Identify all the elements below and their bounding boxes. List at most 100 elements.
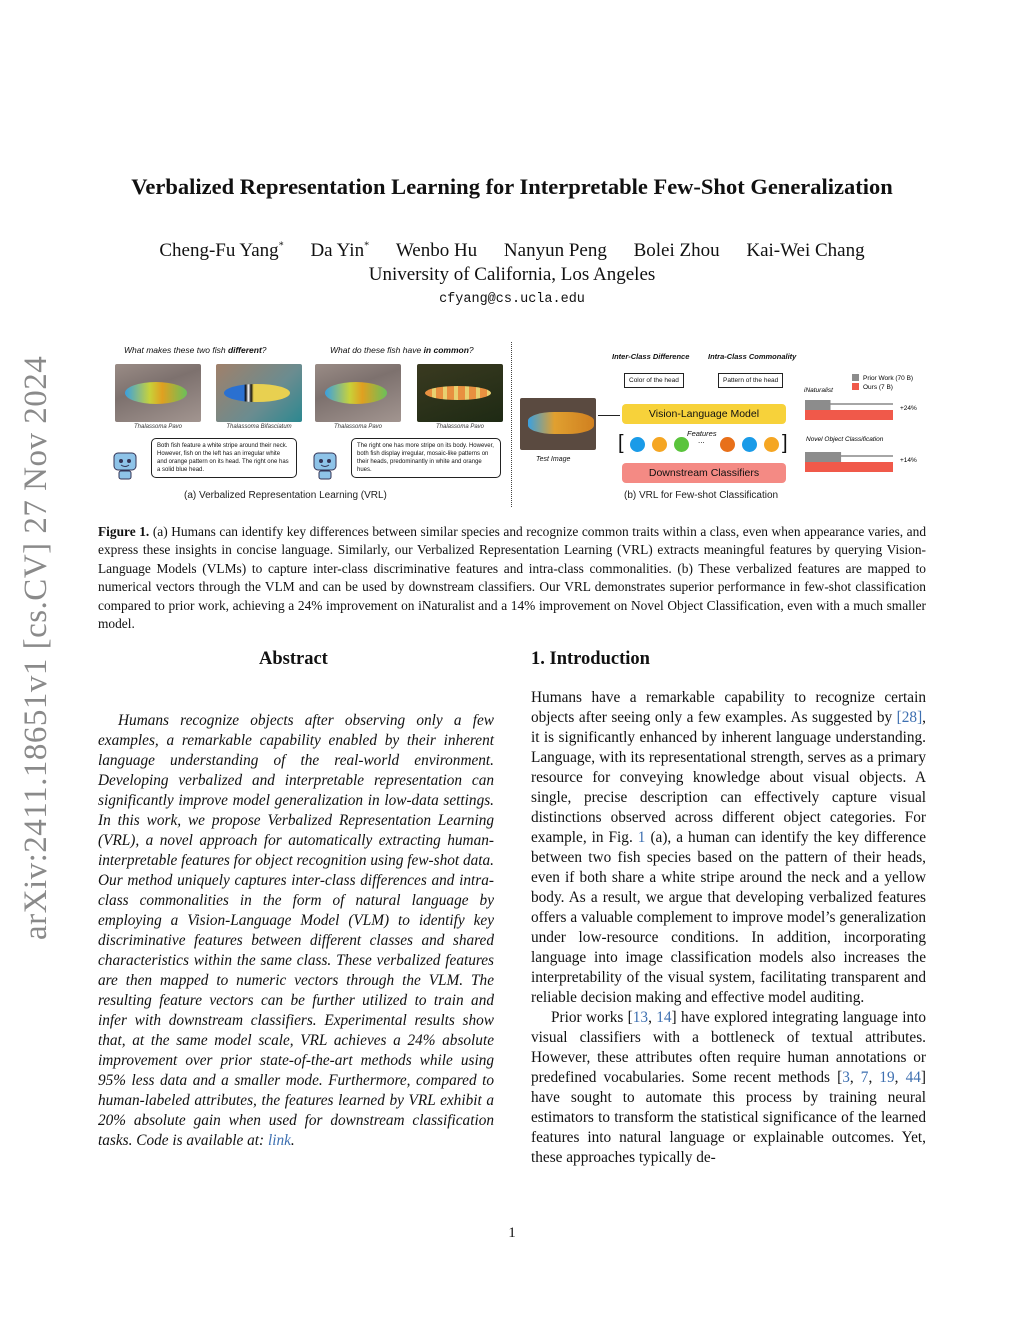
question-text: What do these fish have [330,345,424,355]
features-label: Features [687,429,717,438]
feature-box: Color of the head [624,373,684,388]
ellipsis: ... [698,436,705,445]
question-different: What makes these two fish different? [124,345,267,355]
author: Nanyun Peng [503,240,607,261]
question-emphasis: in common [423,345,469,355]
question-text: ? [261,345,267,355]
legend-label: Prior Work (70 B) [863,375,913,382]
caption-label: Figure 1. [98,524,150,539]
legend-label: Ours (7 B) [863,384,893,391]
vlm-block: Vision-Language Model [622,404,786,424]
author-name: Cheng-Fu Yang [159,240,279,261]
feature-dot [674,437,689,452]
fish-label: Thalassoma Bifasciatum [226,424,292,430]
author-list: Cheng-Fu Yang* Da Yin* Wenbo Hu Nanyun P… [0,240,1024,262]
citation-link[interactable]: 7 [860,1069,869,1086]
intro-text: Humans have a remarkable capability to r… [531,689,926,726]
feature-dot [652,437,667,452]
caption-text: (a) Humans can identify key differences … [98,524,927,632]
speech-bubble: The right one has more stripe on its bod… [351,438,501,478]
question-emphasis: different [227,345,262,355]
test-image-label: Test Image [536,456,571,463]
citation-link[interactable]: 13 [632,1009,649,1026]
robot-icon [312,450,338,480]
intro-text: (a), a human can identify the key differ… [531,829,926,1006]
author: Bolei Zhou [633,240,720,261]
author: Kai-Wei Chang [746,240,865,261]
abstract-heading: Abstract [259,649,328,669]
comparison-bar-chart: Prior Work (70 B) Ours (7 B) iNaturalist +2… [804,374,917,472]
code-link[interactable]: link [267,1132,291,1149]
gain-label: +24% [900,405,917,412]
question-common: What do these fish have in common? [330,345,474,355]
citation-link[interactable]: 1 [637,829,646,846]
gain-label: +14% [900,457,917,464]
feature-dot [720,437,735,452]
bar [805,400,831,410]
intro-text: , [894,1069,906,1086]
speech-bubble: Both fish feature a white stripe around … [151,438,297,478]
figure-caption: Figure 1. (a) Humans can identify key di… [98,523,926,633]
intra-class-label: Intra-Class Commonality [708,352,797,361]
inter-class-label: Inter-Class Difference [612,352,690,361]
fish-image [216,364,302,422]
legend-swatch [852,383,859,390]
abstract-text: Humans recognize objects after observing… [98,712,494,1149]
feature-dot [742,437,757,452]
intro-paragraph: Prior works [13, 14] have explored integ… [531,1008,926,1168]
author: Da Yin* [310,240,369,261]
bracket-right: ] [782,432,788,454]
fish-image [315,364,401,422]
author-name: Da Yin [310,240,365,261]
citation-link[interactable]: 44 [905,1069,921,1086]
group-label: iNaturalist [804,387,834,394]
intro-text: Prior works [ [551,1009,633,1026]
affiliation: University of California, Los Angeles [368,264,656,285]
intro-paragraph: Humans have a remarkable capability to r… [531,688,926,1008]
equal-contribution-mark: * [278,240,284,252]
intro-body: Humans have a remarkable capability to r… [531,688,926,1168]
figure-1: What makes these two fish different? Wha… [100,340,930,510]
intro-text: , [868,1069,880,1086]
abstract-body: Humans recognize objects after observing… [98,711,494,1151]
citation-link[interactable]: 19 [879,1069,895,1086]
fish-label: Thalassoma Pavo [133,424,183,430]
subfigure-caption-b: (b) VRL for Few-shot Classification [624,490,779,501]
question-text: What makes these two fish [124,345,228,355]
fish-label: Thalassoma Pavo [333,424,383,430]
bar [805,462,893,472]
feature-box: Pattern of the head [718,373,784,388]
citation-link[interactable]: [28] [896,709,923,726]
bar [805,410,893,420]
arxiv-stamp: arXiv:2411.18651v1 [cs.CV] 27 Nov 2024 [18,355,54,940]
arrow [598,415,620,416]
bracket-left: [ [618,432,624,454]
classifier-block: Downstream Classifiers [622,463,786,483]
fish-image [417,364,503,422]
feature-dot [764,437,779,452]
intro-text: , it is significantly enhanced by inhere… [531,709,926,846]
intro-heading: 1. Introduction [531,649,650,669]
citation-link[interactable]: 3 [842,1069,850,1086]
feature-dot [630,437,645,452]
intro-text: ] have sought to automate this process b… [531,1069,927,1166]
abstract-text: . [290,1132,295,1149]
paper-title: Verbalized Representation Learning for I… [131,174,893,199]
question-text: ? [468,345,474,355]
legend-swatch [852,374,859,381]
subfigure-caption-a: (a) Verbalized Representation Learning (… [184,490,387,501]
panel-divider [511,342,512,507]
intro-text: ] have explored integrating language int… [531,1009,926,1086]
group-label: Novel Object Classification [806,436,884,443]
page-number: 1 [508,1225,516,1241]
bar [805,452,842,462]
author: Cheng-Fu Yang* [159,240,283,261]
test-image [520,398,596,450]
equal-contribution-mark: * [364,240,370,252]
citation-link[interactable]: 14 [656,1009,672,1026]
fish-image [115,364,201,422]
email: cfyang@cs.ucla.edu [439,292,585,307]
robot-icon [112,450,138,480]
intro-text: , [648,1009,657,1026]
fish-label: Thalassoma Pavo [435,424,485,430]
